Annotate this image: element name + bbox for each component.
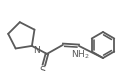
- Text: N: N: [33, 46, 40, 55]
- Text: NH$_2$: NH$_2$: [71, 48, 89, 61]
- Text: S: S: [40, 66, 46, 71]
